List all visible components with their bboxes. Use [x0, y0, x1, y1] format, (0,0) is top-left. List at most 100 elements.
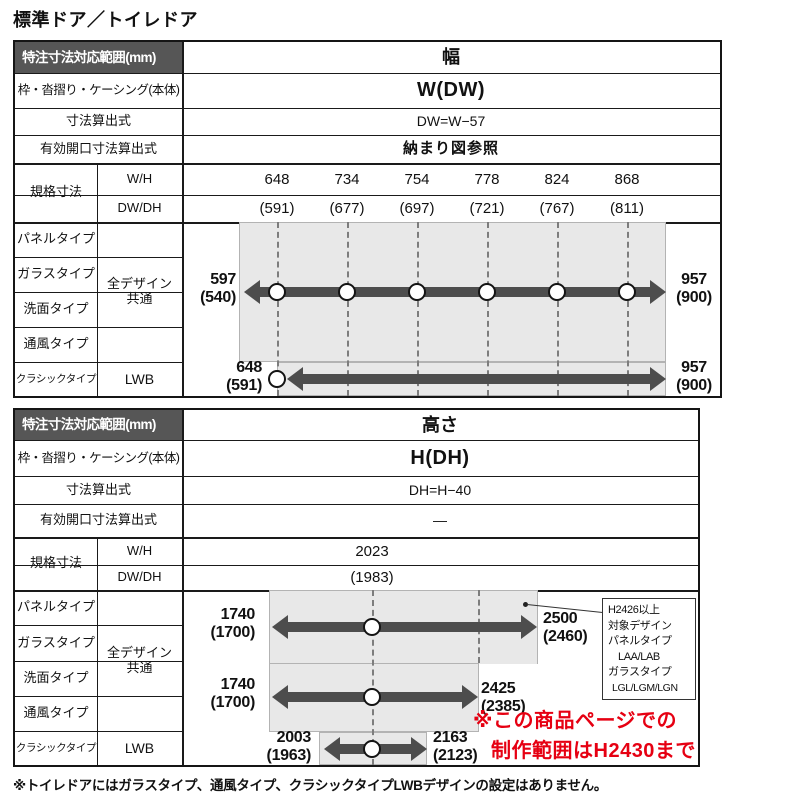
size-gridline-2023: [372, 590, 374, 765]
size-node: [363, 688, 381, 706]
size-gridline-734: [347, 222, 349, 396]
annotation-line: 対象デザイン: [608, 619, 672, 632]
lwb-cell: LWB: [124, 370, 155, 387]
divider: [15, 135, 720, 136]
all-design-common-cell: 全デザイン 共通: [97, 222, 182, 362]
spec-range-header: 特注寸法対応範囲(mm): [15, 410, 182, 440]
size-node: [268, 370, 286, 388]
all-design-line2: 共通: [126, 291, 153, 306]
range-min-dh: (1963): [266, 746, 312, 764]
range-max-label: 2425 (2385): [481, 680, 547, 716]
range-max-label: 2500 (2460): [543, 610, 609, 646]
dwdh-value: (1983): [350, 569, 394, 586]
type-row-ventilation: 通風タイプ: [23, 336, 89, 352]
size-node: [618, 283, 636, 301]
footnote: ※トイレドアにはガラスタイプ、通風タイプ、クラシックタイプLWBデザインの設定は…: [13, 778, 608, 793]
type-row-panel: パネルタイプ: [16, 599, 95, 615]
size-node: [268, 283, 286, 301]
all-design-line1: 全デザイン: [106, 644, 172, 660]
wh-value: 754: [404, 170, 430, 188]
standard-size-label: 規格寸法: [29, 184, 82, 200]
range-max-dh: (2385): [481, 697, 526, 715]
divider: [15, 195, 720, 196]
range-min-dw: (591): [226, 376, 262, 394]
range-min-label: 597 (540): [168, 271, 236, 307]
divider: [15, 565, 698, 566]
all-design-line2: 共通: [126, 659, 153, 675]
width-table: 特注寸法対応範囲(mm) 幅 枠・沓摺り・ケーシング(本体) W(DW) 寸法算…: [13, 40, 722, 398]
production-limit-note: ※この商品ページでの 制作範囲はH2430まで: [473, 706, 696, 766]
arrow-left-icon: [287, 367, 303, 391]
height-table: 特注寸法対応範囲(mm) 高さ 枠・沓摺り・ケーシング(本体) H(DH) 寸法…: [13, 408, 700, 767]
range-bar: [258, 287, 652, 297]
divider: [15, 73, 720, 74]
size-gridline-824: [557, 222, 559, 396]
wh-value: 648: [264, 170, 290, 188]
range-max-w: 957: [681, 271, 707, 288]
range-max-label: 957 (900): [669, 271, 719, 307]
divider: [182, 42, 184, 396]
dwdh-value: (591): [259, 200, 295, 217]
divider: [15, 362, 182, 363]
range-min-label: 2003 (1963): [243, 729, 312, 765]
size-node: [548, 283, 566, 301]
dwdh-value: (811): [610, 200, 644, 217]
range-min-label: 1740 (1700): [183, 676, 256, 712]
range-min-w: 597: [210, 271, 236, 288]
range-min-h: 2003: [276, 729, 312, 746]
range-max-h: 2163: [433, 729, 468, 746]
range-max-label: 2163 (2123): [433, 729, 501, 765]
frame-row-label: 枠・沓摺り・ケーシング(本体): [17, 450, 180, 465]
formula-row-value: DW=W−57: [416, 113, 486, 130]
divider: [15, 537, 698, 539]
dwdh-value: (721): [469, 200, 505, 217]
divider: [15, 257, 182, 258]
divider: [182, 410, 184, 765]
range-min-h: 1740: [220, 606, 256, 623]
arrow-right-icon: [650, 280, 666, 304]
wh-row-label: W/H: [126, 170, 153, 186]
arrow-right-icon: [521, 615, 537, 639]
annotation-line: H2426以上: [608, 604, 660, 616]
divider: [97, 163, 98, 396]
range-max-dw: (900): [676, 376, 712, 394]
annotation-line: LAA/LAB: [618, 650, 660, 663]
wh-value: 778: [474, 170, 500, 188]
range-min-label: 648 (591): [190, 359, 262, 395]
red-note-line2: 制作範囲はH2430まで: [491, 740, 696, 762]
frame-row-label: 枠・沓摺り・ケーシング(本体): [17, 83, 180, 98]
divider: [15, 440, 698, 441]
arrow-right-icon: [650, 367, 666, 391]
size-node: [338, 283, 356, 301]
spec-range-header: 特注寸法対応範囲(mm): [15, 42, 182, 73]
wh-row-label: W/H: [126, 542, 153, 558]
arrow-left-icon: [272, 685, 288, 709]
divider: [15, 476, 698, 477]
divider: [15, 625, 182, 626]
formula-row-label: 寸法算出式: [65, 481, 131, 497]
standard-size-label: 規格寸法: [29, 555, 82, 571]
size-gridline-754: [417, 222, 419, 396]
type-row-classic: クラシックタイプ: [15, 741, 97, 754]
type-row-washroom: 洗面タイプ: [23, 301, 89, 317]
dwdh-row-label: DW/DH: [117, 200, 162, 216]
range-min-dh: (1700): [210, 693, 256, 711]
divider: [15, 108, 720, 109]
range-min-dh: (1700): [210, 623, 256, 641]
divider: [15, 292, 182, 293]
formula-row-value: DH=H−40: [408, 481, 472, 498]
all-design-common-cell: 全デザイン 共通: [97, 590, 182, 731]
height-header-value: 高さ: [422, 414, 458, 435]
range-max-h: 2425: [481, 680, 516, 697]
type-row-glass: ガラスタイプ: [17, 634, 95, 650]
arrow-left-icon: [324, 737, 340, 761]
frame-row-value: H(DH): [410, 446, 470, 469]
page-title: 標準ドア／トイレドア: [13, 10, 198, 30]
wh-value: 824: [544, 170, 570, 188]
arrow-right-icon: [411, 737, 427, 761]
arrow-left-icon: [244, 280, 260, 304]
size-node: [478, 283, 496, 301]
design-annotation-box: H2426以上 対象デザイン パネルタイプ LAA/LAB ガラスタイプ LGL…: [602, 598, 696, 700]
annotation-line: ガラスタイプ: [608, 666, 672, 678]
